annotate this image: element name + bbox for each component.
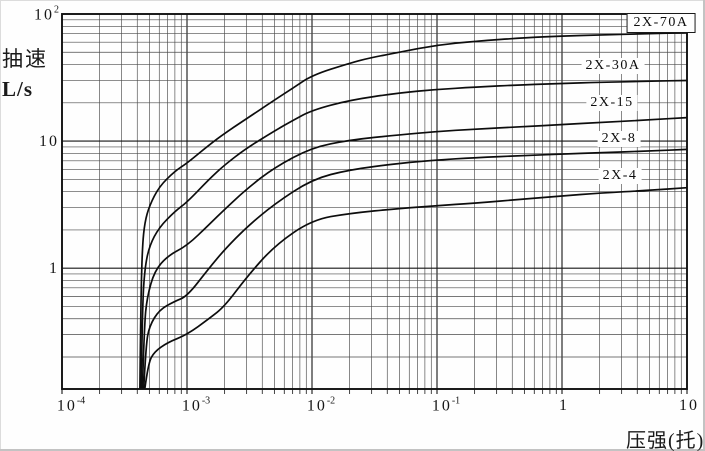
plot-border <box>61 13 688 390</box>
x-tick-label: 10 <box>679 397 699 414</box>
curve-label-2x-30a: 2X-30A <box>581 58 645 74</box>
y-tick-label: 10 <box>39 133 59 151</box>
curve-label-2x-8: 2X-8 <box>597 131 641 147</box>
y-tick-label: 1 <box>49 260 59 278</box>
curve-2x-15 <box>141 116 688 390</box>
x-axis-title: 压强(托) <box>626 430 705 451</box>
x-tick-label: 10-4 <box>56 395 86 415</box>
y-axis-title-text: 抽速 <box>2 47 48 71</box>
curve-label-2x-15: 2X-15 <box>586 95 638 111</box>
x-tick-label: 1 <box>559 397 569 414</box>
curve-2x-70a <box>139 31 688 390</box>
y-axis-title: 抽速 L/s <box>2 44 48 104</box>
x-tick-label: 10-1 <box>431 395 461 415</box>
x-tick-label: 10-2 <box>306 395 336 415</box>
curve-2x-8 <box>142 148 688 390</box>
y-axis-unit-text: L/s <box>2 77 34 101</box>
curve-label-2x-70a: 2X-70A <box>626 13 696 33</box>
x-tick-label: 10-3 <box>181 395 211 415</box>
curve-label-2x-4: 2X-4 <box>598 168 642 184</box>
y-tick-label: 102 <box>34 4 59 24</box>
curve-2x-4 <box>143 186 688 390</box>
curve-2x-30a <box>140 79 688 390</box>
